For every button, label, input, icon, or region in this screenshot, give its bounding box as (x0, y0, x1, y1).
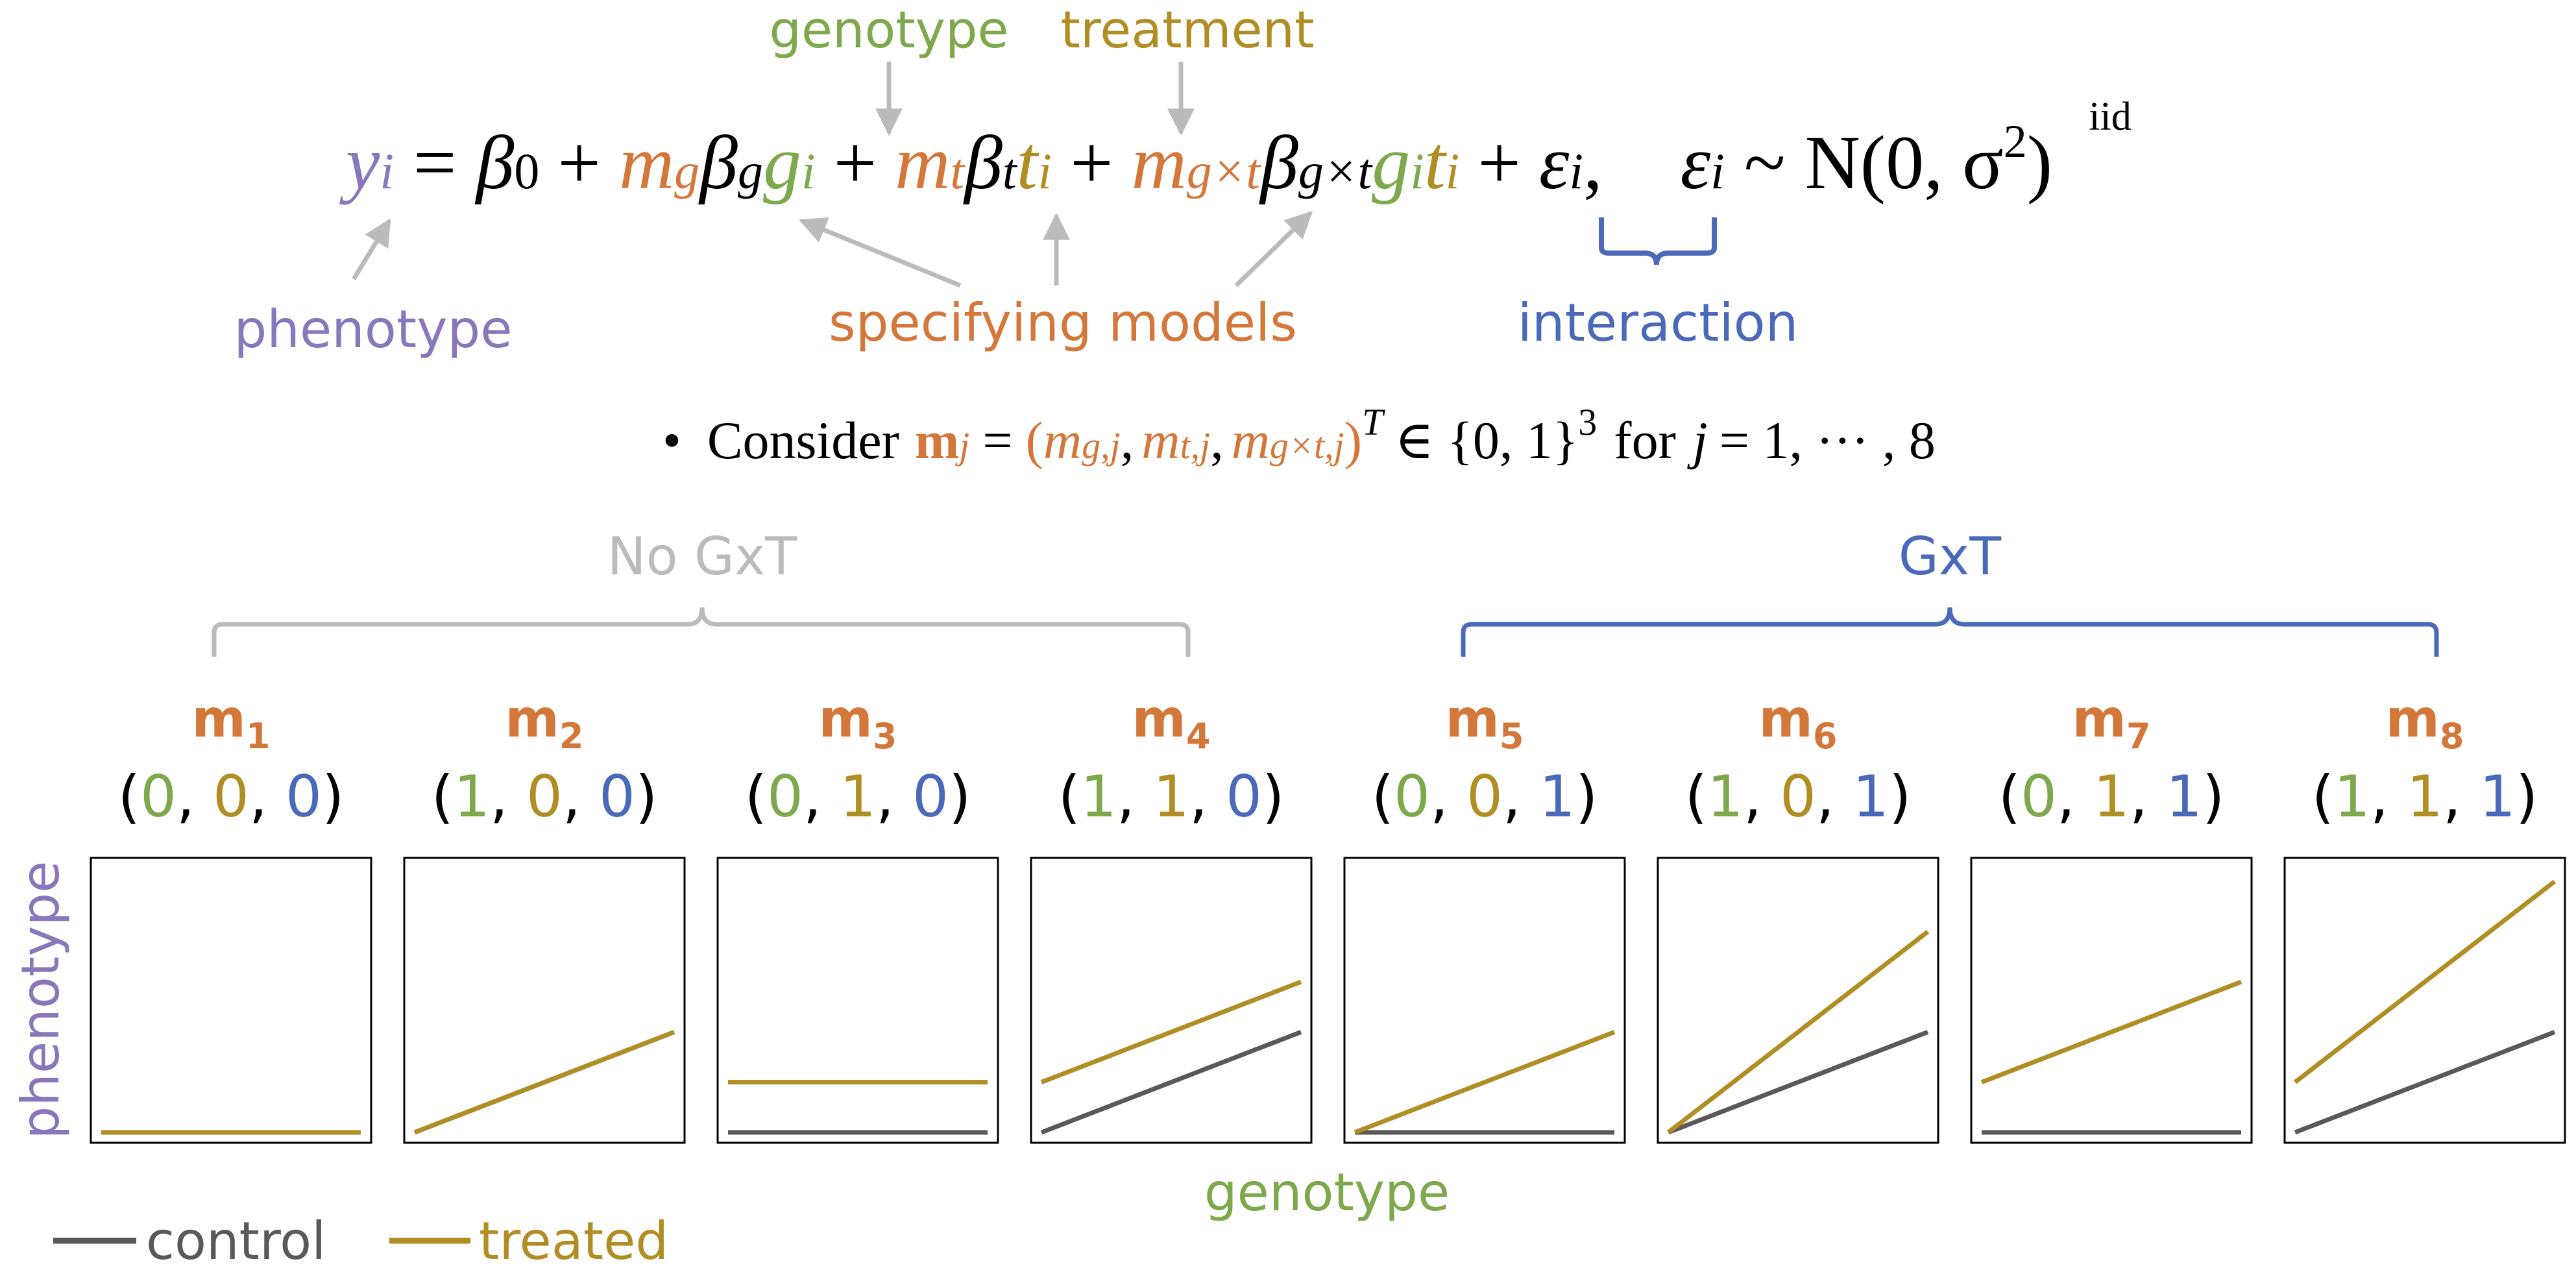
model-label: m3 (819, 689, 897, 757)
model-vector: (0, 1, 0) (745, 763, 971, 830)
model-vector: (0, 0, 0) (118, 763, 345, 830)
model-panels: m1(0, 0, 0)m2(1, 0, 0)m3(0, 1, 0)m4(1, 1… (90, 689, 2566, 1144)
consider-statement: • Consider mj = (mg,j, mt,j, mg×t,j)T ∈ {0, 1}3… (662, 401, 1936, 470)
model-vector: (0, 0, 1) (1372, 763, 1598, 830)
model-vector: (1, 0, 0) (431, 763, 658, 830)
treated-line (1040, 979, 1302, 1084)
interaction-bracket (1599, 217, 1717, 265)
legend-control-label: control (146, 1211, 326, 1271)
model-vector: (1, 1, 0) (1058, 763, 1285, 830)
gxt-bracket (1461, 607, 2439, 657)
control-line (1667, 1030, 1929, 1135)
gxt-group-label: GxT (1899, 526, 2002, 587)
phenotype-arrow (352, 218, 391, 280)
model-vector: (1, 1, 1) (2312, 763, 2538, 830)
model-equation: yi = β0 + mgβggi + mtβtti + mg×tβg×tgiti + εi, εi ~ N… (339, 116, 2052, 205)
panel-frame (2283, 857, 2566, 1144)
model-vector: (0, 1, 1) (1999, 763, 2225, 830)
panel-frame (1343, 857, 1626, 1144)
specifying-models-annotation: specifying models (829, 293, 1297, 353)
treated-line (1980, 979, 2242, 1084)
panel-frame (1970, 857, 2253, 1144)
model-label: m7 (2072, 689, 2151, 757)
phenotype-annotation: phenotype (234, 299, 512, 360)
control-line (2294, 1030, 2556, 1135)
x-axis-label: genotype (1204, 1162, 1450, 1223)
control-line (1040, 1030, 1302, 1135)
specifying-arrow-gxt (1234, 211, 1313, 287)
specifying-arrow-g (799, 217, 962, 288)
model-label: m2 (505, 689, 584, 757)
model-label: m8 (2386, 689, 2464, 757)
model-label: m1 (192, 689, 271, 757)
treated-line (1666, 929, 1930, 1134)
no-gxt-bracket (212, 607, 1191, 657)
y-axis-label: phenotype (10, 860, 71, 1139)
treated-line (413, 1030, 675, 1135)
legend-treated-label: treated (479, 1211, 668, 1271)
model-label: m5 (1446, 689, 1524, 757)
model-label: m6 (1759, 689, 1838, 757)
no-gxt-group-label: No GxT (607, 526, 798, 587)
treated-line (1354, 1030, 1616, 1135)
panel-frame (1657, 857, 1939, 1144)
treated-line (2293, 879, 2557, 1084)
iid-label: iid (2089, 95, 2131, 139)
panel-frame (90, 857, 372, 1144)
panel-frame (403, 857, 686, 1144)
treatment-annotation: treatment (1060, 1, 1314, 60)
model-vector: (1, 0, 1) (1685, 763, 1912, 830)
model-label: m4 (1132, 689, 1211, 757)
interaction-annotation: interaction (1518, 293, 1799, 353)
panel-frame (716, 857, 999, 1144)
panel-frame (1030, 857, 1313, 1144)
genotype-annotation: genotype (770, 1, 1009, 60)
